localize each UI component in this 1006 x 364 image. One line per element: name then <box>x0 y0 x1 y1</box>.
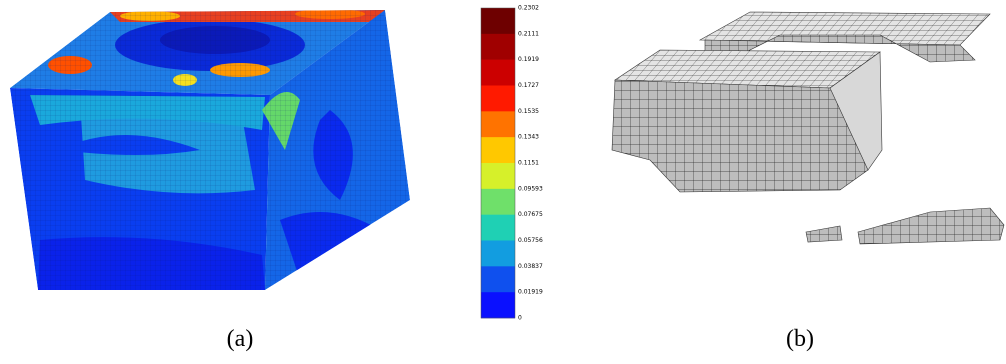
colorbar-label: 0.07675 <box>518 211 543 218</box>
colorbar-label: 0.2111 <box>518 30 539 37</box>
colorbar-label: 0.03837 <box>518 263 543 270</box>
colorbar-label: 0.09593 <box>518 185 543 192</box>
colorbar: 0.2302 0.2111 0.1919 0.1727 0.1535 0.1343 0.11… <box>480 5 543 322</box>
colorbar-label: 0.1535 <box>518 108 539 115</box>
colorbar-band <box>481 137 515 164</box>
caption: (a) <box>227 326 254 352</box>
colorbar-label: 0.1151 <box>518 160 539 167</box>
colorbar-band <box>481 292 515 319</box>
colorbar-label: 0.2302 <box>518 5 539 12</box>
panel-a-cube <box>10 10 410 290</box>
colorbar-band <box>481 163 515 190</box>
colorbar-band <box>481 59 515 86</box>
colorbar-frame <box>480 7 516 319</box>
colorbar-band <box>481 266 515 293</box>
colorbar-band <box>481 188 515 215</box>
colorbar-band <box>481 240 515 267</box>
colorbar-band <box>481 111 515 138</box>
colorbar-label: 0 <box>518 315 522 322</box>
colorbar-band <box>481 214 515 241</box>
colorbar-label: 0.1919 <box>518 56 539 63</box>
colorbar-label: 0.1343 <box>518 134 539 141</box>
captions: (a) (b) <box>227 326 814 352</box>
colorbar-band <box>481 8 515 35</box>
colorbar-label: 0.05756 <box>518 237 543 244</box>
panel-b-voxels <box>611 11 1005 245</box>
colorbar-label: 0.1727 <box>518 82 539 89</box>
caption: (b) <box>786 326 814 352</box>
colorbar-band <box>481 33 515 60</box>
colorbar-label: 0.01919 <box>518 289 543 296</box>
colorbar-band <box>481 85 515 112</box>
